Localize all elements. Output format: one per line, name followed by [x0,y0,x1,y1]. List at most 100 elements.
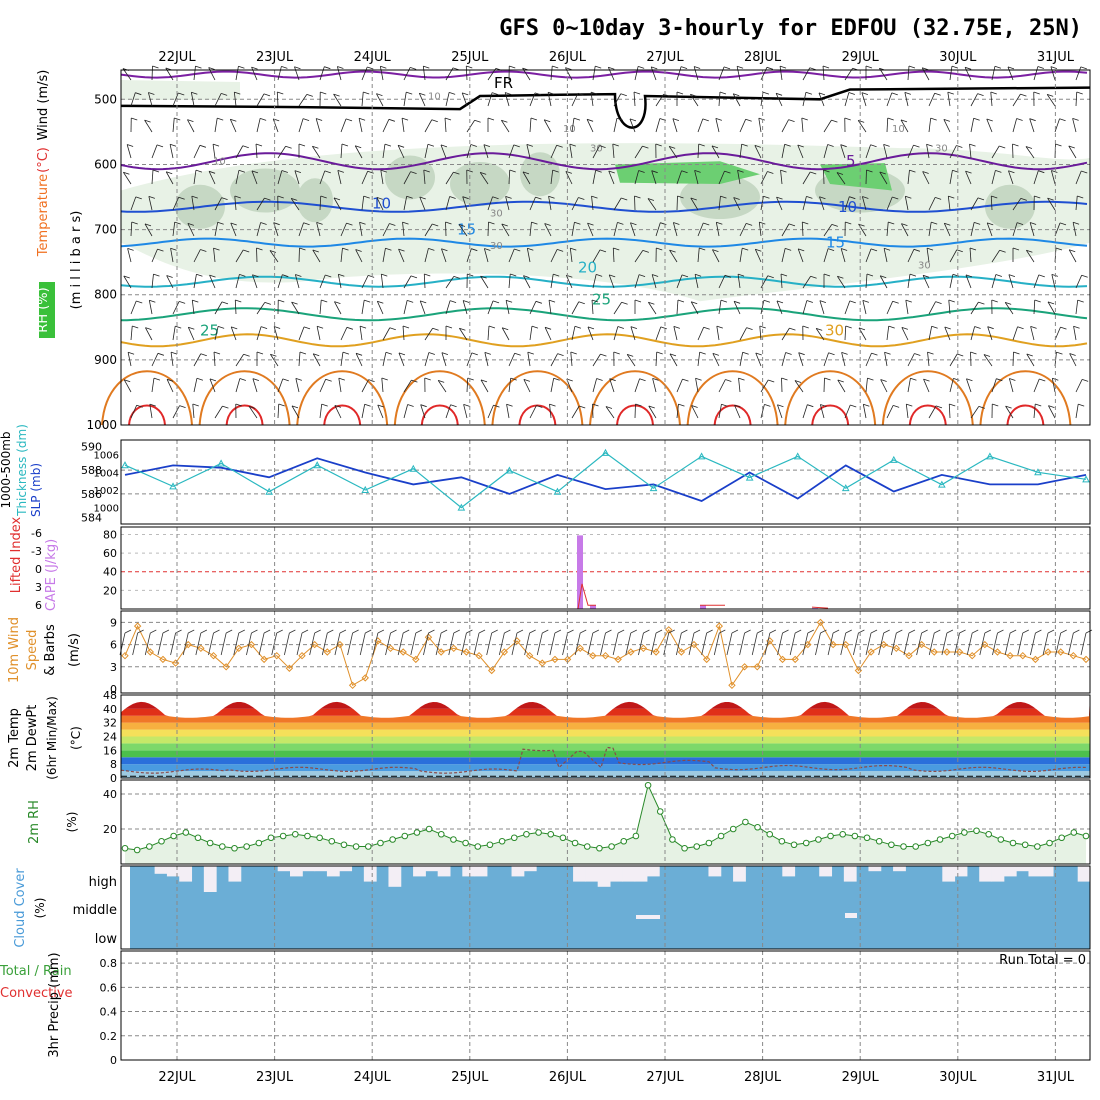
wind-barb [907,274,911,289]
wind-barb [823,144,829,159]
wind-barb [505,196,512,199]
wind-barb [508,353,516,367]
wind-barb [844,92,850,107]
wind-barb [264,197,271,201]
wind-barb [827,144,834,147]
wind-barb [886,405,894,419]
wind-barb [402,326,405,341]
wind-barb [820,629,827,634]
wind-barb [609,274,616,278]
wind-barb [828,352,835,356]
wind-barb [1082,379,1089,382]
wind-barb [944,326,951,341]
precip-label-a: Total / Rain [0,964,72,979]
wind-barb [1005,302,1012,305]
wind-barb [178,92,185,96]
wind-barb [557,249,564,252]
wind-barb [341,143,349,147]
wind-barb [377,629,385,634]
wind-barb [361,300,365,315]
wind-barb [1037,66,1044,69]
wind-barb [592,353,601,367]
wind-barb [1047,94,1054,97]
wind-barb [831,224,838,227]
wind-barb [187,119,195,133]
wind-barb [865,378,868,393]
wind-barb [776,300,783,315]
panel-border [120,865,1091,950]
wind-barb [327,629,334,634]
wind-barb [1012,118,1018,133]
wind-barb [739,119,747,133]
wind-barb [883,247,891,251]
slp-marker [265,487,273,495]
wind-speed-marker [323,648,332,656]
wind-barb [693,629,701,634]
wind-barb [949,66,953,81]
wind-barb [923,378,930,393]
wind-barb [1030,632,1036,656]
wind-barb [410,275,418,279]
wind-barb [402,222,405,237]
cloud-clear-gap [474,866,488,877]
wind-barb [1017,632,1024,656]
precip-tick-label: 0 [110,1054,117,1067]
wind-barb [355,145,362,149]
wind-barb [156,144,164,148]
bottom-date-label: 26JUL [549,1070,587,1085]
wind-barb [552,65,559,69]
wind-barb [822,65,830,69]
slp-marker [361,485,370,493]
wind-barb [673,325,680,329]
wind-barb [298,352,301,367]
wind-barb [423,632,429,656]
wind-barb [1059,222,1067,226]
wind-barb [127,352,132,367]
wind-barb [965,170,972,185]
wind-barb [1039,378,1046,382]
wind-barb [886,92,893,107]
wind-barb [865,274,868,289]
wind-barb [580,629,587,634]
wind-barb [214,222,219,237]
wind-barb [739,223,747,237]
wind-barb [866,169,873,173]
wind-barb [251,629,258,634]
wind-speed-marker [551,655,559,664]
wind-barb [441,248,447,263]
wind-barb [296,632,303,656]
cloud-clear-gap [893,866,906,872]
wind-barb [547,91,555,95]
rh-marker [231,844,238,852]
wind-barb [818,92,826,96]
wind-barb [548,299,556,303]
wind-barb [1075,91,1078,107]
wind-barb [212,143,220,147]
wind-barb [187,223,194,226]
wind-barb [398,248,405,252]
wind-barb [878,632,885,656]
temp-label-d: (°C) [69,726,83,750]
wind-barb [819,300,827,303]
wind-barb [837,379,844,383]
wind-barb [1005,405,1014,419]
wind-barb [277,91,284,95]
wind-barb [966,378,972,393]
wind-barb [376,93,383,97]
rh-marker [632,832,640,840]
wind-barb [337,274,342,289]
wind-barb [480,275,489,289]
wind-barb [260,326,268,329]
wind-barb [535,196,542,200]
wind-barb [1051,274,1056,289]
wind-barb [295,377,302,381]
wind-barb [763,299,771,303]
wind-barb [445,300,451,315]
li-label: Lifted Index [9,516,24,593]
wind-barb [592,629,600,634]
wind-barb [388,118,396,122]
top-date-label: 27JUL [646,50,684,65]
wind-barb [1068,145,1077,159]
wind-barb [553,377,560,381]
